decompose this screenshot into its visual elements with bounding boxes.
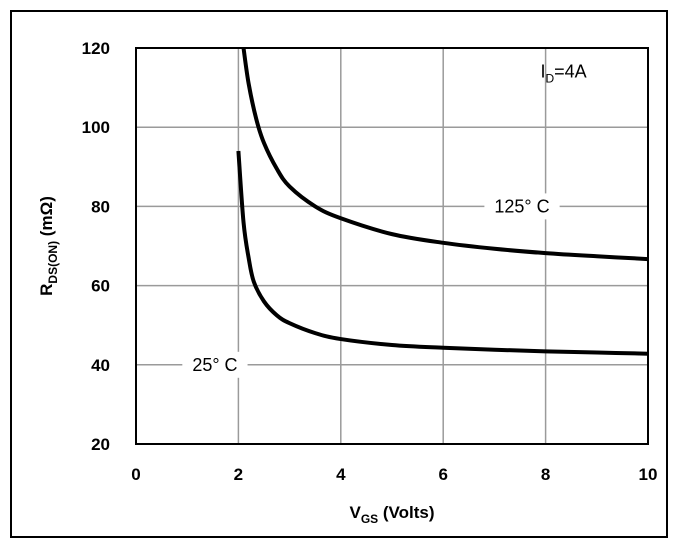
y-tick-label: 120 <box>82 39 110 58</box>
curves <box>236 48 648 356</box>
series-label-25-bg <box>182 351 248 378</box>
x-tick-label: 4 <box>336 465 346 484</box>
x-axis-title: VGS (Volts) <box>349 503 434 526</box>
y-tick-label: 100 <box>82 118 110 137</box>
tick-labels: 0 2 4 6 8 10 20 40 60 80 100 120 <box>82 39 658 484</box>
y-tick-label: 60 <box>91 277 110 296</box>
condition-annotation: ID=4A <box>540 62 586 86</box>
series-line-1 <box>241 48 648 262</box>
condition-rest: =4A <box>554 62 587 82</box>
y-tick-label: 40 <box>91 356 110 375</box>
condition-sub: D <box>545 72 554 86</box>
grid <box>135 47 649 445</box>
y-tick-label: 20 <box>91 435 110 454</box>
series-line-0 <box>236 150 648 356</box>
series-label-125: 125° C <box>494 196 549 216</box>
y-tick-label: 80 <box>91 197 110 216</box>
x-tick-label: 8 <box>541 465 550 484</box>
y-axis-title-rest: (mΩ) <box>37 196 56 241</box>
x-tick-label: 10 <box>639 465 658 484</box>
x-tick-label: 6 <box>438 465 447 484</box>
x-axis-title-rest: (Volts) <box>378 503 434 522</box>
series-label-25: 25° C <box>192 355 237 375</box>
chart-frame <box>10 10 668 538</box>
y-axis-title: RDS(ON) (mΩ) <box>37 196 60 296</box>
series-label-125-bg <box>484 193 560 220</box>
condition-main: I <box>540 62 545 82</box>
y-axis-title-sub: DS(ON) <box>46 241 60 284</box>
x-tick-label: 2 <box>234 465 243 484</box>
x-axis-title-main: V <box>349 503 361 522</box>
y-axis-title-main: R <box>37 284 56 296</box>
plot-area-border <box>135 47 649 445</box>
x-axis-title-sub: GS <box>361 512 378 526</box>
x-tick-label: 0 <box>131 465 140 484</box>
